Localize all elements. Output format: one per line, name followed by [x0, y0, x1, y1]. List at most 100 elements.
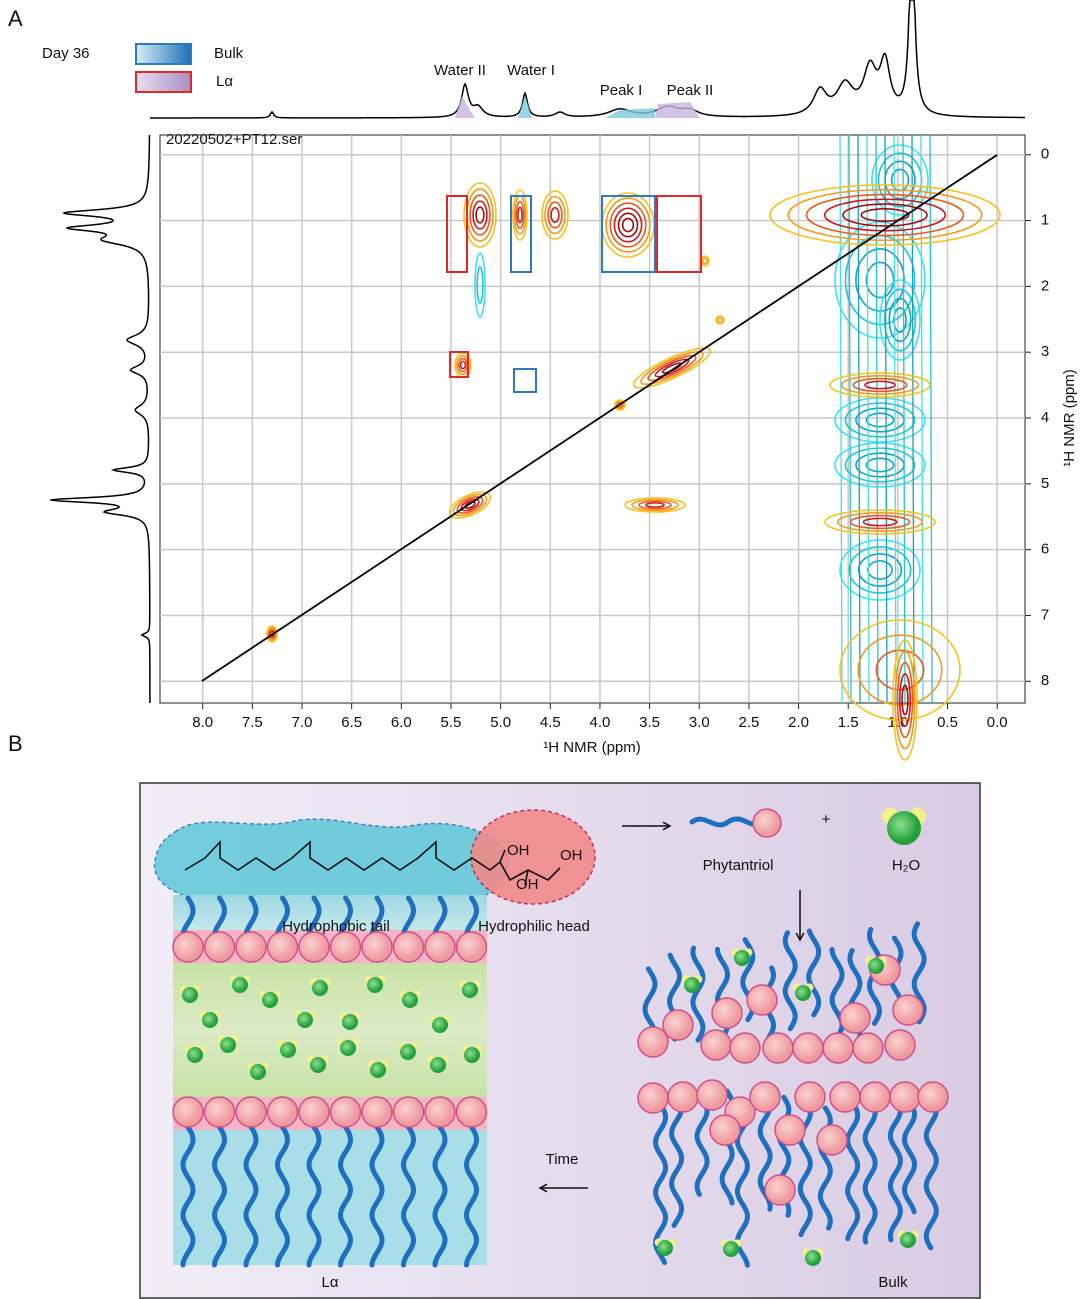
- head: [425, 932, 455, 962]
- head: [701, 1030, 731, 1060]
- o-atom: [723, 1241, 739, 1257]
- head: [730, 1033, 760, 1063]
- head: [893, 995, 923, 1025]
- o-atom: [250, 1064, 266, 1080]
- projection: [455, 96, 475, 118]
- x-tick-label: 6.0: [391, 714, 412, 731]
- head: [795, 1082, 825, 1112]
- o-atom: [297, 1012, 313, 1028]
- head: [753, 809, 781, 837]
- annotation: Water II: [434, 62, 486, 79]
- head: [697, 1080, 727, 1110]
- head: [236, 1097, 266, 1127]
- y-tick-label: 4: [1041, 409, 1049, 426]
- head: [668, 1082, 698, 1112]
- head: [710, 1115, 740, 1145]
- legend-swatch: [136, 44, 191, 64]
- head: [840, 1003, 870, 1033]
- o-atom: [402, 992, 418, 1008]
- o-atom: [342, 1014, 358, 1030]
- head: [823, 1033, 853, 1063]
- annotation: Water I: [507, 62, 555, 79]
- head: [457, 932, 487, 962]
- band: [173, 1125, 487, 1265]
- head: [918, 1082, 948, 1112]
- layers: 8.07.57.06.56.05.55.04.54.03.53.02.52.01…: [50, 0, 1049, 760]
- o-atom: [340, 1040, 356, 1056]
- plus: +: [822, 811, 831, 828]
- head: [712, 998, 742, 1028]
- x-tick-label: 4.0: [590, 714, 611, 731]
- page: {"panel_labels": ["A", "B"], "chart_data…: [0, 0, 1084, 1299]
- o-atom: [182, 987, 198, 1003]
- tail-cloud: [154, 819, 507, 908]
- x-tick-label: 0.5: [937, 714, 958, 731]
- head: [299, 1097, 329, 1127]
- o-atom: [400, 1044, 416, 1060]
- head: [173, 1097, 203, 1127]
- y-tick-label: 7: [1041, 606, 1049, 623]
- caption: Phytantriol: [703, 857, 774, 874]
- legend-label: Lα: [216, 73, 233, 90]
- y-tick-label: 1: [1041, 212, 1049, 229]
- figure: 8.07.57.06.56.05.55.04.54.03.53.02.52.01…: [0, 0, 1084, 1299]
- o-atom: [868, 958, 884, 974]
- panel-label: A: [8, 6, 23, 31]
- head: [205, 932, 235, 962]
- o-atom: [232, 977, 248, 993]
- o-atom: [464, 1047, 480, 1063]
- caption: Lα: [321, 1274, 338, 1291]
- head: [331, 932, 361, 962]
- head: [457, 1097, 487, 1127]
- x-tick-label: 1.5: [838, 714, 859, 731]
- head: [747, 985, 777, 1015]
- head: [817, 1125, 847, 1155]
- caption: H₂O: [892, 857, 920, 874]
- chem-label: OH: [516, 876, 539, 893]
- o-atom: [657, 1240, 673, 1256]
- chem-label: OH: [507, 842, 530, 859]
- caption: Hydrophobic tail: [282, 918, 390, 935]
- head: [793, 1033, 823, 1063]
- head: [890, 1082, 920, 1112]
- projection: [655, 102, 700, 118]
- y-tick-label: 0: [1041, 146, 1049, 163]
- head: [362, 1097, 392, 1127]
- y-tick-label: 5: [1041, 475, 1049, 492]
- o-atom: [280, 1042, 296, 1058]
- chart-title: 20220502+PT12.ser: [166, 131, 302, 148]
- y-tick-label: 8: [1041, 672, 1049, 689]
- o-atom: [187, 1047, 203, 1063]
- head: [268, 1097, 298, 1127]
- head: [236, 932, 266, 962]
- head: [205, 1097, 235, 1127]
- y-tick-label: 2: [1041, 277, 1049, 294]
- head: [830, 1082, 860, 1112]
- y-axis-label: ¹H NMR (ppm): [1061, 369, 1078, 467]
- o-atom: [900, 1232, 916, 1248]
- head: [299, 932, 329, 962]
- projection: [150, 0, 1025, 118]
- head: [638, 1027, 668, 1057]
- head: [638, 1083, 668, 1113]
- o-atom: [262, 992, 278, 1008]
- head: [750, 1082, 780, 1112]
- x-tick-label: 5.5: [441, 714, 462, 731]
- x-tick-label: 3.0: [689, 714, 710, 731]
- x-tick-label: 7.0: [292, 714, 313, 731]
- head: [765, 1175, 795, 1205]
- y-tick-label: 6: [1041, 541, 1049, 558]
- head: [268, 932, 298, 962]
- o-atom: [432, 1017, 448, 1033]
- head: [885, 1030, 915, 1060]
- head: [173, 932, 203, 962]
- head: [394, 1097, 424, 1127]
- head: [763, 1033, 793, 1063]
- o-atom: [684, 977, 700, 993]
- o-atom: [370, 1062, 386, 1078]
- o-atom: [887, 811, 921, 845]
- head: [331, 1097, 361, 1127]
- y-tick-label: 3: [1041, 343, 1049, 360]
- x-tick-label: 3.5: [639, 714, 660, 731]
- x-tick-label: 8.0: [192, 714, 213, 731]
